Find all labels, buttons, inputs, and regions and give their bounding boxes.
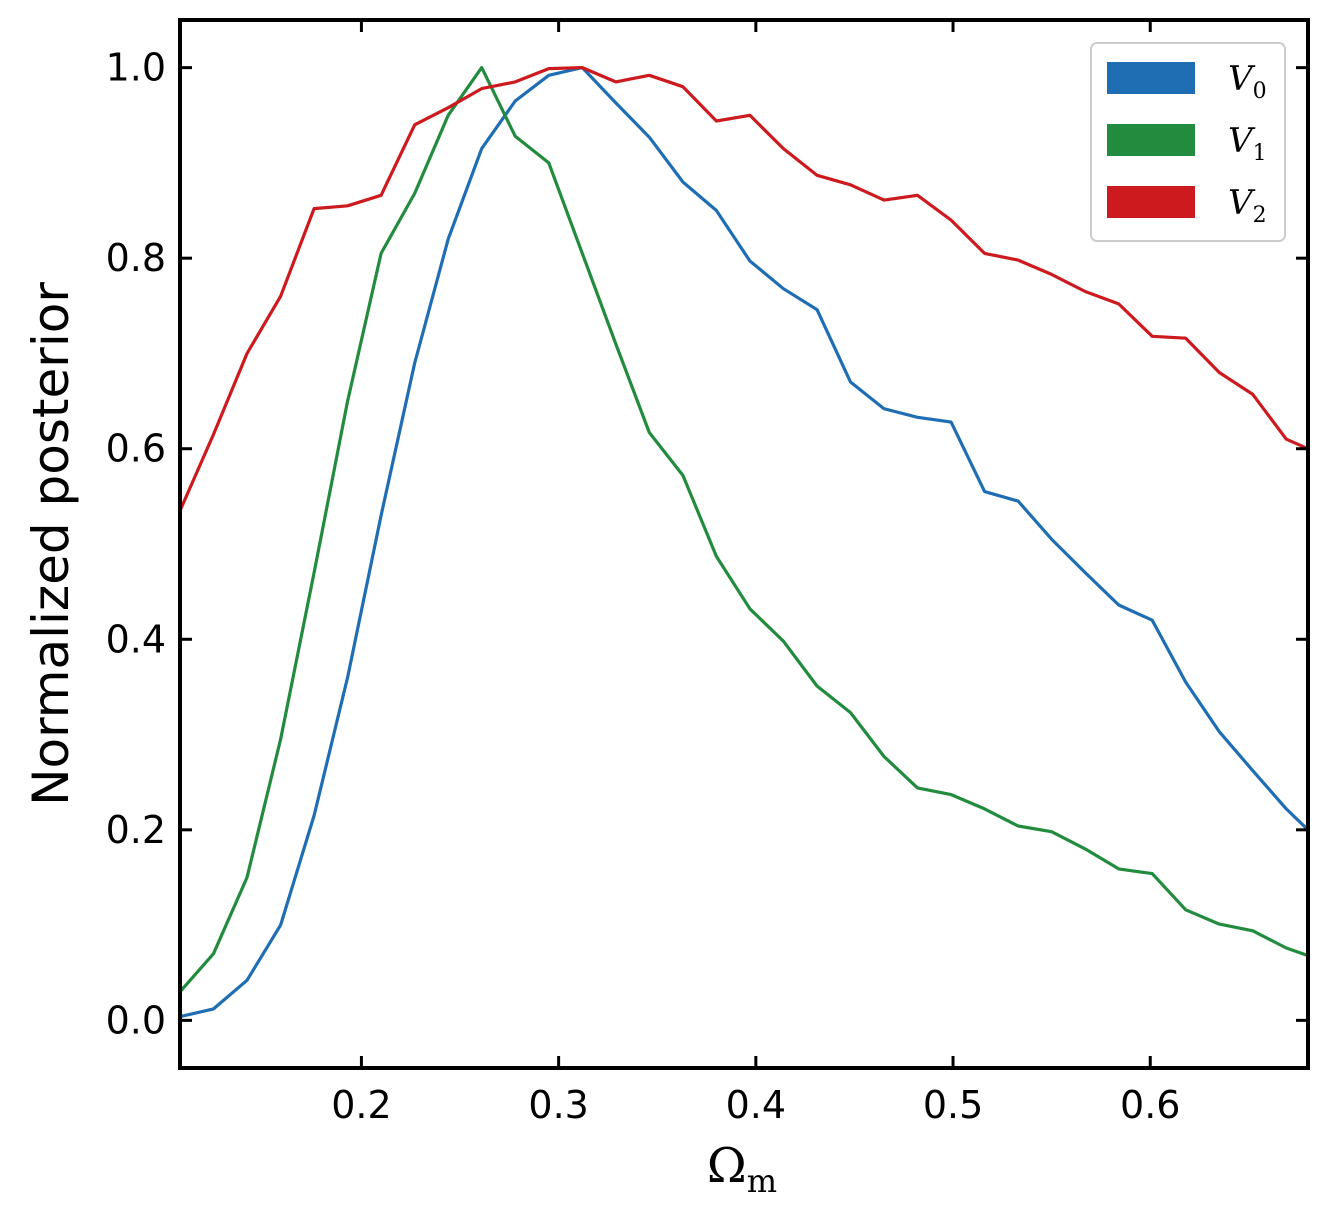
y-tick-label: 0.0 <box>106 998 166 1042</box>
series-layer <box>180 66 1308 1019</box>
series-line-v2 <box>180 66 1308 512</box>
legend-swatch <box>1107 186 1195 218</box>
y-tick-label: 0.6 <box>106 427 166 471</box>
y-tick-label: 0.2 <box>106 808 166 852</box>
y-tick-label: 0.4 <box>106 617 166 661</box>
y-tick-label: 0.8 <box>106 236 166 280</box>
x-axis-label-main: Ω <box>707 1138 747 1194</box>
x-tick-label: 0.4 <box>726 1083 786 1127</box>
legend-label-sub: 1 <box>1253 141 1267 166</box>
legend-label: V0 <box>1228 59 1267 104</box>
x-axis-label: Ωm <box>707 1138 777 1200</box>
legend-label-main: V <box>1228 121 1256 161</box>
series-line-v1 <box>180 66 1308 993</box>
plot-frame <box>178 18 1310 1070</box>
legend-label-sub: 2 <box>1253 203 1267 228</box>
legend-label-main: V <box>1228 59 1256 99</box>
legend-label-main: V <box>1228 183 1256 223</box>
legend-label-sub: 0 <box>1253 79 1267 104</box>
legend-swatch <box>1107 124 1195 156</box>
x-tick-label: 0.6 <box>1120 1083 1180 1127</box>
ticks-layer: 0.2 0.3 0.4 0.5 0.6 0.0 0.2 0.4 0.6 0.8 1.0 <box>106 20 1308 1127</box>
x-tick-label: 0.5 <box>923 1083 983 1127</box>
legend-label: V1 <box>1228 121 1267 166</box>
y-axis-label: Normalized posterior <box>22 282 80 806</box>
y-tick-label: 1.0 <box>106 46 166 90</box>
x-axis-label-sub: m <box>747 1162 777 1200</box>
x-tick-label: 0.2 <box>331 1083 391 1127</box>
legend-label: V2 <box>1228 183 1267 228</box>
legend-swatch <box>1107 62 1195 94</box>
x-tick-label: 0.3 <box>528 1083 588 1127</box>
series-line-v0 <box>180 66 1308 1019</box>
